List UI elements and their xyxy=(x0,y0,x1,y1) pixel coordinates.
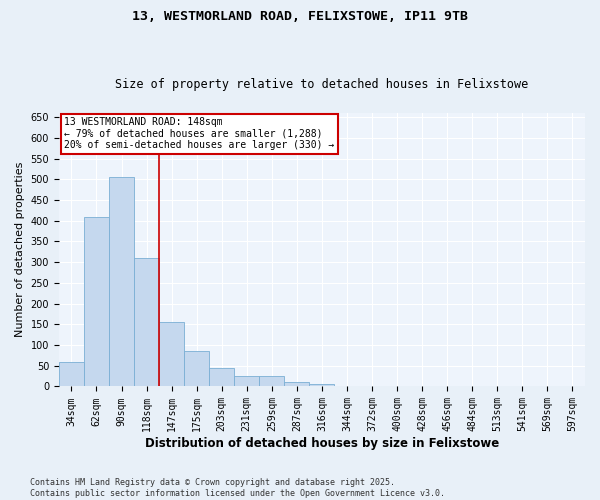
Bar xyxy=(159,322,184,386)
Bar xyxy=(259,376,284,386)
Bar xyxy=(109,177,134,386)
Bar xyxy=(209,368,234,386)
Y-axis label: Number of detached properties: Number of detached properties xyxy=(15,162,25,338)
Text: Contains HM Land Registry data © Crown copyright and database right 2025.
Contai: Contains HM Land Registry data © Crown c… xyxy=(30,478,445,498)
Bar xyxy=(234,376,259,386)
X-axis label: Distribution of detached houses by size in Felixstowe: Distribution of detached houses by size … xyxy=(145,437,499,450)
Bar xyxy=(134,258,159,386)
Bar xyxy=(59,362,84,386)
Text: 13, WESTMORLAND ROAD, FELIXSTOWE, IP11 9TB: 13, WESTMORLAND ROAD, FELIXSTOWE, IP11 9… xyxy=(132,10,468,23)
Bar xyxy=(284,382,310,386)
Bar xyxy=(310,384,334,386)
Bar xyxy=(184,352,209,386)
Bar xyxy=(84,216,109,386)
Title: Size of property relative to detached houses in Felixstowe: Size of property relative to detached ho… xyxy=(115,78,529,91)
Text: 13 WESTMORLAND ROAD: 148sqm
← 79% of detached houses are smaller (1,288)
20% of : 13 WESTMORLAND ROAD: 148sqm ← 79% of det… xyxy=(64,117,334,150)
